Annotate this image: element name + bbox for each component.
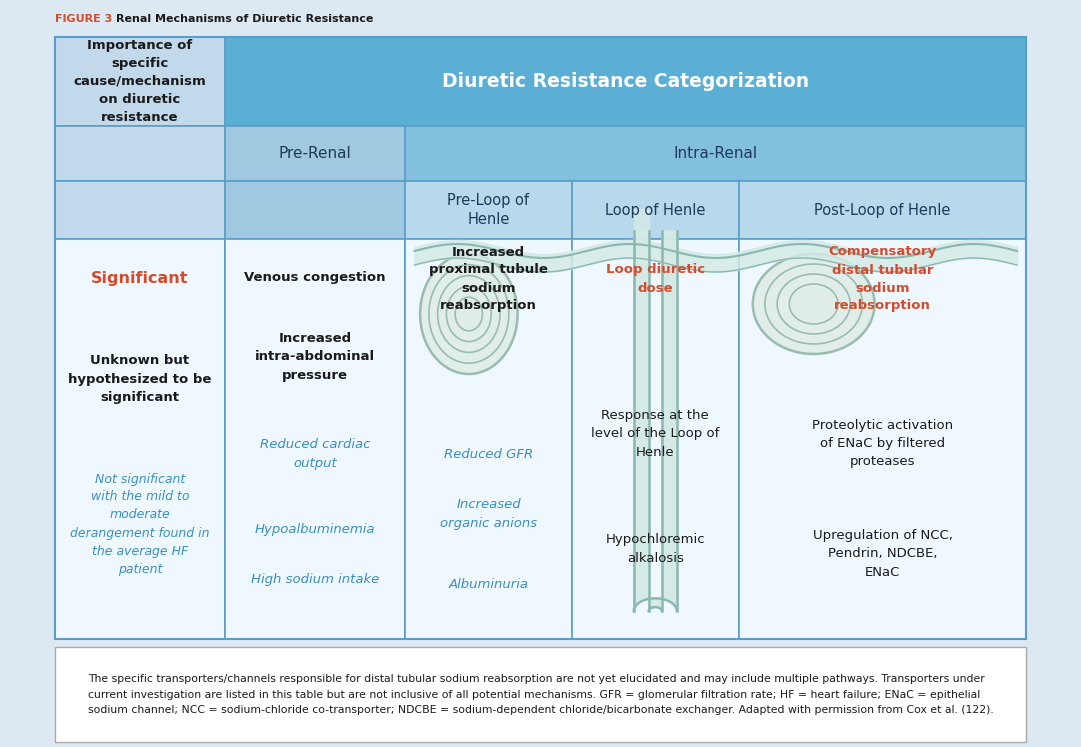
Text: Increased
organic anions: Increased organic anions bbox=[440, 498, 537, 530]
Text: Increased
proximal tubule
sodium
reabsorption: Increased proximal tubule sodium reabsor… bbox=[429, 246, 548, 312]
Polygon shape bbox=[633, 231, 677, 611]
Ellipse shape bbox=[421, 254, 518, 374]
Text: Significant: Significant bbox=[91, 271, 188, 287]
Text: Albuminuria: Albuminuria bbox=[449, 577, 529, 590]
Text: Importance of
specific
cause/mechanism
on diuretic
resistance: Importance of specific cause/mechanism o… bbox=[74, 39, 206, 124]
Text: Loop diuretic
dose: Loop diuretic dose bbox=[605, 264, 705, 294]
Bar bbox=[225, 126, 405, 181]
Text: Renal Mechanisms of Diuretic Resistance: Renal Mechanisms of Diuretic Resistance bbox=[117, 14, 374, 24]
Bar bbox=[572, 239, 738, 639]
Text: Pre-Loop of
Henle: Pre-Loop of Henle bbox=[448, 193, 530, 227]
Text: Reduced cardiac
output: Reduced cardiac output bbox=[259, 438, 371, 470]
Text: Unknown but
hypothesized to be
significant: Unknown but hypothesized to be significa… bbox=[68, 355, 212, 403]
Bar bbox=[55, 239, 225, 639]
Bar bbox=[55, 37, 1026, 639]
Bar bbox=[405, 239, 572, 639]
Bar bbox=[738, 181, 1026, 239]
Bar bbox=[225, 181, 405, 239]
Text: Diuretic Resistance Categorization: Diuretic Resistance Categorization bbox=[442, 72, 810, 91]
Bar bbox=[405, 181, 572, 239]
Ellipse shape bbox=[752, 254, 875, 354]
Text: Not significant
with the mild to
moderate
derangement found in
the average HF
pa: Not significant with the mild to moderat… bbox=[70, 473, 210, 575]
Text: Intra-Renal: Intra-Renal bbox=[673, 146, 758, 161]
Text: Reduced GFR: Reduced GFR bbox=[444, 447, 533, 460]
Text: Upregulation of NCC,
Pendrin, NDCBE,
ENaC: Upregulation of NCC, Pendrin, NDCBE, ENa… bbox=[813, 530, 952, 578]
Text: Post-Loop of Henle: Post-Loop of Henle bbox=[814, 202, 950, 217]
Bar bbox=[572, 181, 738, 239]
Text: FIGURE 3: FIGURE 3 bbox=[55, 14, 111, 24]
Text: The specific transporters/channels responsible for distal tubular sodium reabsor: The specific transporters/channels respo… bbox=[88, 674, 993, 715]
Text: Hypoalbuminemia: Hypoalbuminemia bbox=[255, 524, 375, 536]
Text: Response at the
level of the Loop of
Henle: Response at the level of the Loop of Hen… bbox=[591, 409, 720, 459]
Bar bbox=[738, 239, 1026, 639]
Text: Proteolytic activation
of ENaC by filtered
proteases: Proteolytic activation of ENaC by filter… bbox=[812, 420, 953, 468]
Text: Compensatory
distal tubular
sodium
reabsorption: Compensatory distal tubular sodium reabs… bbox=[828, 246, 936, 312]
Bar bbox=[55, 37, 225, 126]
Text: Pre-Renal: Pre-Renal bbox=[279, 146, 351, 161]
Bar bbox=[55, 181, 225, 239]
Text: Increased
intra-abdominal
pressure: Increased intra-abdominal pressure bbox=[255, 332, 375, 382]
Bar bbox=[225, 239, 405, 639]
Text: High sodium intake: High sodium intake bbox=[251, 572, 379, 586]
Bar bbox=[55, 647, 1026, 742]
Bar bbox=[34, 0, 1047, 37]
Text: Loop of Henle: Loop of Henle bbox=[605, 202, 706, 217]
Text: Hypochloremic
alkalosis: Hypochloremic alkalosis bbox=[605, 533, 705, 565]
Bar bbox=[225, 37, 1026, 126]
Bar bbox=[405, 126, 1026, 181]
Bar bbox=[55, 126, 225, 181]
Text: Venous congestion: Venous congestion bbox=[244, 270, 386, 284]
